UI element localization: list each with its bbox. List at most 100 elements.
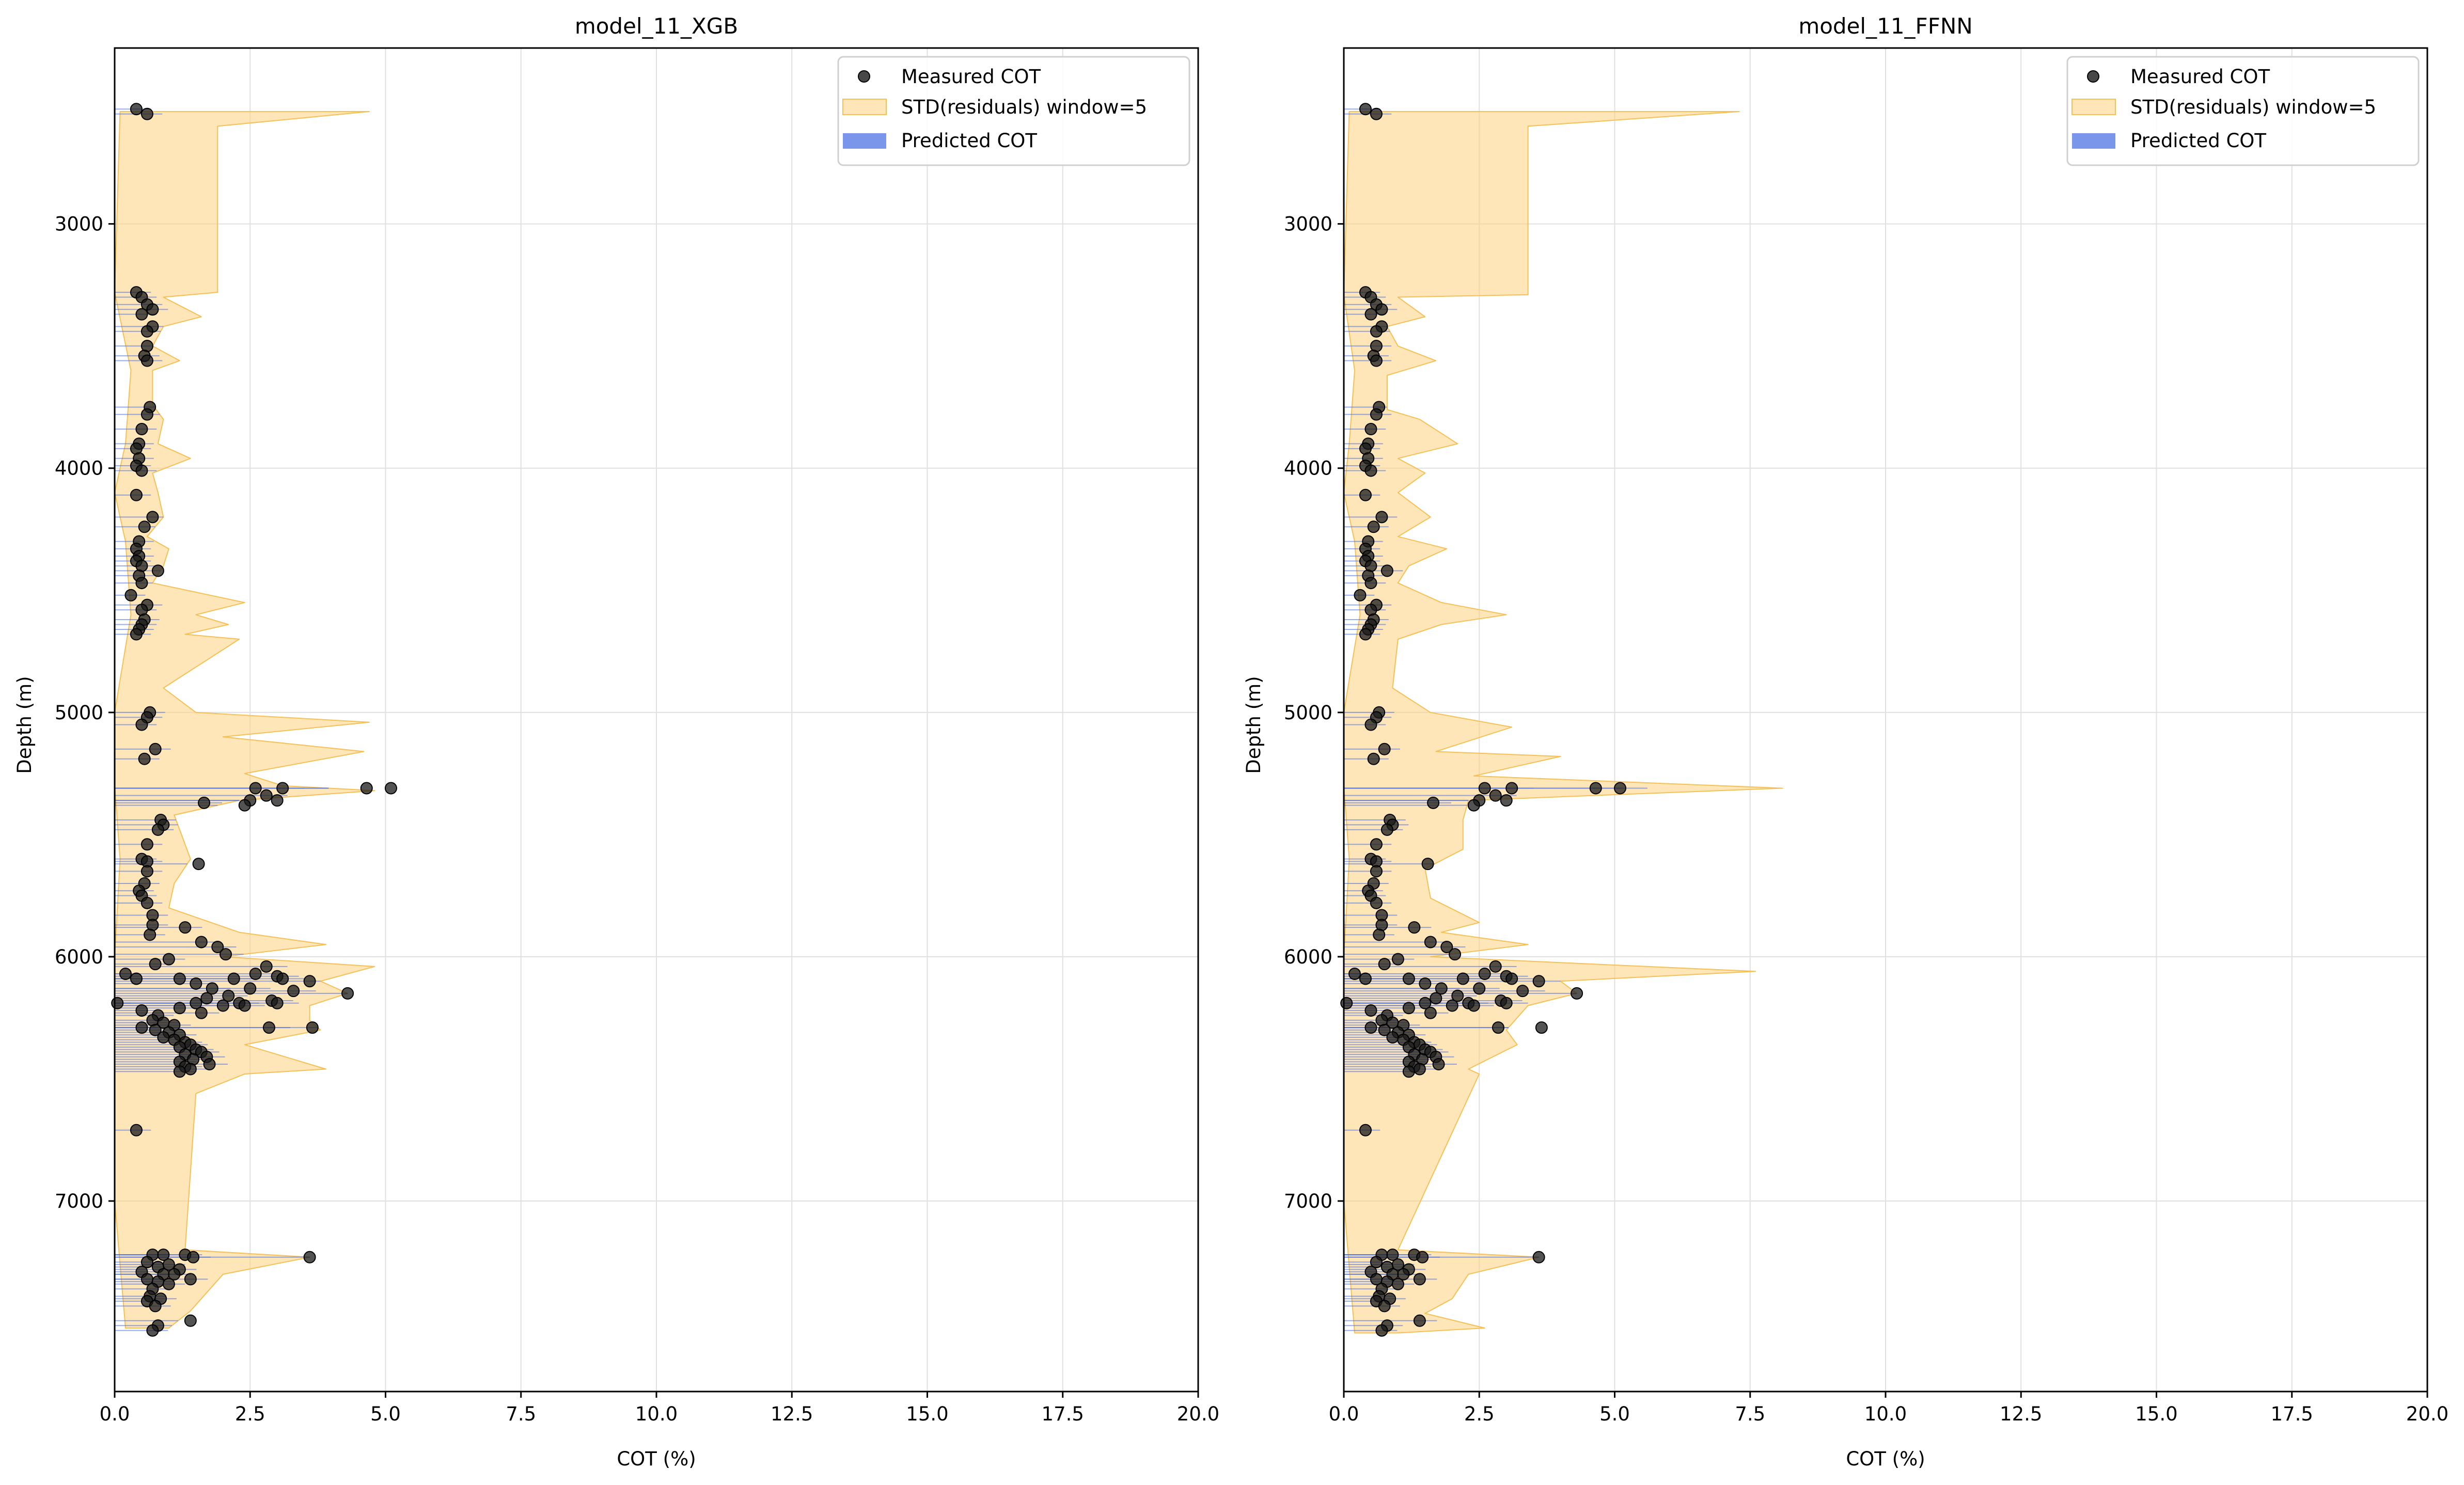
- measured-point: [173, 1065, 186, 1078]
- measured-point: [135, 577, 148, 590]
- legend-std-label: STD(residuals) window=5: [2130, 96, 2376, 118]
- measured-point: [1364, 423, 1377, 436]
- measured-point: [140, 896, 153, 909]
- measured-point: [1370, 107, 1383, 120]
- measured-point: [249, 782, 262, 795]
- measured-point: [140, 325, 153, 338]
- measured-point: [287, 985, 300, 998]
- measured-point: [135, 718, 148, 731]
- legend-box: [2066, 56, 2420, 166]
- legend-predicted-swatch: [843, 133, 886, 149]
- measured-point: [1424, 936, 1437, 949]
- measured-point: [1364, 718, 1377, 731]
- legend-measured-label: Measured COT: [2130, 66, 2270, 88]
- measured-point: [1451, 989, 1464, 1002]
- measured-point: [222, 989, 235, 1002]
- chart-1-grid: [1343, 48, 2428, 1392]
- measured-point: [149, 1300, 162, 1313]
- measured-point: [1413, 1063, 1426, 1076]
- measured-point: [1354, 589, 1367, 602]
- measured-point: [1370, 354, 1383, 367]
- measured-point: [184, 1273, 197, 1286]
- measured-point: [179, 921, 192, 934]
- chart-1-xlabel: COT (%): [1846, 1448, 1925, 1470]
- measured-point: [1364, 308, 1377, 321]
- y-tick-label: 3000: [1284, 213, 1332, 235]
- measured-point: [1370, 865, 1383, 878]
- measured-point: [149, 742, 162, 755]
- measured-point: [1489, 789, 1502, 802]
- x-tick-label: 10.0: [1864, 1403, 1907, 1425]
- panel-ffnn: 0.0 2.5 5.0 7.5 10.0 12.5 15.0 17.5 20.0 3000 400…: [1243, 13, 2449, 1470]
- measured-point: [1367, 752, 1380, 765]
- measured-point: [135, 464, 148, 477]
- legend-std-label: STD(residuals) window=5: [901, 96, 1147, 118]
- measured-point: [1378, 958, 1391, 971]
- chart-0-grid: [114, 48, 1199, 1392]
- measured-point: [1380, 564, 1393, 577]
- measured-point: [184, 1314, 197, 1327]
- measured-point: [190, 997, 202, 1009]
- measured-point: [276, 782, 289, 795]
- legend-predicted-swatch: [2072, 133, 2115, 149]
- measured-point: [1370, 1256, 1383, 1269]
- measured-point: [111, 997, 124, 1009]
- measured-point: [190, 977, 202, 990]
- measured-point: [1419, 997, 1432, 1009]
- measured-point: [140, 107, 153, 120]
- measured-point: [1489, 960, 1502, 973]
- y-tick-label: 7000: [1284, 1190, 1332, 1212]
- x-tick-label: 7.5: [506, 1403, 536, 1425]
- measured-point: [227, 972, 240, 985]
- measured-point: [140, 865, 153, 878]
- measured-point: [1364, 1021, 1377, 1034]
- measured-point: [260, 960, 273, 973]
- measured-point: [1535, 1021, 1548, 1034]
- measured-point: [1378, 742, 1391, 755]
- chart-1-xticks: 0.0 2.5 5.0 7.5 10.0 12.5 15.0 17.5 20.0: [1329, 1392, 2449, 1425]
- measured-point: [135, 423, 148, 436]
- measured-point: [1402, 972, 1415, 985]
- x-tick-label: 7.5: [1735, 1403, 1765, 1425]
- x-tick-label: 15.0: [2135, 1403, 2177, 1425]
- measured-point: [1516, 985, 1529, 998]
- x-tick-label: 0.0: [1329, 1403, 1359, 1425]
- measured-point: [162, 953, 175, 966]
- measured-point: [1364, 1004, 1377, 1017]
- measured-point: [130, 488, 143, 501]
- measured-point: [1391, 953, 1404, 966]
- measured-point: [238, 799, 251, 812]
- measured-point: [192, 858, 205, 871]
- measured-point: [140, 354, 153, 367]
- measured-point: [1359, 103, 1372, 116]
- measured-point: [1427, 796, 1440, 809]
- measured-point: [262, 1021, 275, 1034]
- x-tick-label: 17.5: [1042, 1403, 1084, 1425]
- measured-point: [1373, 928, 1386, 941]
- measured-point: [1419, 977, 1432, 990]
- measured-point: [1467, 999, 1480, 1012]
- measured-point: [140, 1256, 153, 1269]
- chart-0-title: model_11_XGB: [575, 13, 738, 39]
- measured-point: [140, 408, 153, 421]
- std-band: [1343, 111, 1783, 1334]
- measured-point: [140, 838, 153, 851]
- measured-point: [1478, 968, 1491, 981]
- measured-point: [1378, 1023, 1391, 1036]
- measured-point: [173, 1002, 186, 1015]
- y-tick-label: 5000: [55, 702, 103, 724]
- y-tick-label: 4000: [55, 457, 103, 480]
- measured-point: [203, 1058, 216, 1071]
- measured-point: [1364, 577, 1377, 590]
- measured-point: [1386, 1249, 1399, 1261]
- measured-point: [271, 997, 284, 1009]
- measured-point: [1397, 1268, 1410, 1281]
- legend-std-swatch: [842, 99, 887, 115]
- y-tick-label: 4000: [1284, 457, 1332, 480]
- measured-point: [1492, 1021, 1504, 1034]
- measured-point: [219, 948, 232, 961]
- measured-point: [1359, 488, 1372, 501]
- measured-point: [1430, 992, 1442, 1005]
- measured-point: [1340, 997, 1353, 1009]
- measured-point: [184, 1063, 197, 1076]
